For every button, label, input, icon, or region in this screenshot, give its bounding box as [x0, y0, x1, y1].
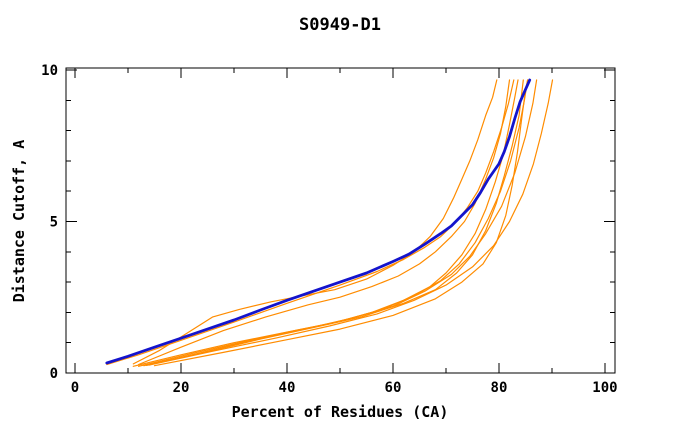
x-tick-label: 0 — [71, 380, 79, 396]
y-tick-label: 0 — [50, 366, 58, 382]
y-tick-label: 10 — [41, 63, 58, 79]
x-axis-label: Percent of Residues (CA) — [232, 403, 449, 421]
series-model-2-line — [132, 79, 498, 365]
series-model-3-line — [138, 79, 511, 366]
series-model-1-line — [106, 79, 515, 366]
plot-frame — [65, 67, 616, 374]
x-tick-label: 100 — [592, 380, 617, 396]
series-model-7-line — [148, 79, 554, 366]
x-tick-label: 80 — [491, 380, 508, 396]
y-axis-label: Distance Cutoff, A — [10, 140, 28, 303]
series-model-9-line — [145, 79, 524, 366]
y-tick-label: 5 — [50, 214, 58, 230]
x-tick-label: 40 — [279, 380, 296, 396]
series-model-4-line — [132, 79, 519, 367]
series-model-8-line — [153, 79, 529, 367]
plot-layer: 0 20 40 60 80 100 0 5 10 — [41, 63, 617, 396]
x-tick-label: 20 — [173, 380, 190, 396]
chart-title: S0949-D1 — [299, 15, 381, 35]
x-tick-label: 60 — [385, 380, 402, 396]
series-highlighted-series-line — [105, 78, 532, 365]
